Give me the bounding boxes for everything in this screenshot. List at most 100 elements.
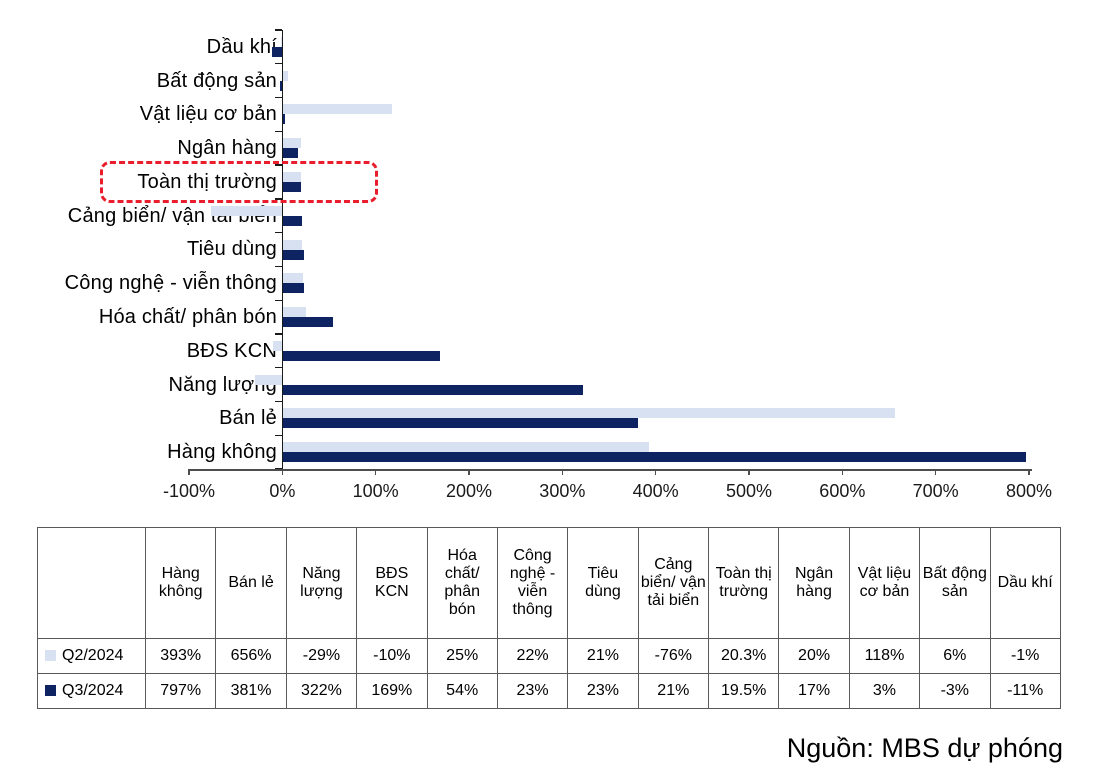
value-cell: 3% bbox=[848, 673, 921, 709]
category-label: Dầu khí bbox=[206, 35, 277, 58]
bar-q3 bbox=[272, 46, 283, 57]
value-cell: 118% bbox=[848, 638, 921, 674]
bar-q2 bbox=[282, 408, 895, 419]
category-axis-tick bbox=[275, 29, 282, 31]
category-label: Tiêu dùng bbox=[186, 238, 277, 261]
x-axis-tick bbox=[188, 469, 190, 475]
category-label: Hóa chất/ phân bón bbox=[98, 306, 277, 329]
x-tick-label: 300% bbox=[539, 481, 586, 501]
bar-q3 bbox=[282, 215, 302, 226]
value-cell: 393% bbox=[144, 638, 217, 674]
bar-q3 bbox=[282, 114, 286, 125]
value-cell: 20.3% bbox=[707, 638, 780, 674]
source-note: Nguồn: MBS dự phóng bbox=[786, 733, 1063, 763]
quarterly-growth-table: Hàng không Bán lẻ Năng lượng BĐS KCN Hóa chấ… bbox=[37, 527, 1061, 709]
bar-q2 bbox=[282, 442, 650, 453]
category-axis-tick bbox=[275, 333, 282, 335]
table-column-header: Cảng biển/ vận tải biển bbox=[637, 527, 710, 639]
legend-swatch-icon bbox=[45, 649, 56, 661]
value-cell: 23% bbox=[567, 673, 639, 709]
bar-q2 bbox=[282, 138, 301, 149]
table-column-header: Ngân hàng bbox=[778, 527, 850, 639]
category-axis-line bbox=[281, 30, 284, 469]
table-column-header: Bất động sản bbox=[919, 527, 991, 639]
x-tick-label: 0% bbox=[269, 481, 296, 501]
sector-growth-bar-chart: Dầu khí Bất động sản Vật liệu cơ bản Ngân h… bbox=[64, 29, 1053, 501]
table-corner-cell bbox=[37, 527, 146, 639]
value-cell: 54% bbox=[426, 673, 498, 709]
table-header-row: Hàng không Bán lẻ Năng lượng BĐS KCN Hóa chấ… bbox=[37, 527, 1061, 639]
table-column-header: Năng lượng bbox=[285, 527, 358, 639]
bar-q3 bbox=[282, 418, 638, 429]
x-tick-label: 600% bbox=[819, 481, 866, 501]
category-axis-tick bbox=[275, 299, 282, 301]
x-axis-tick bbox=[375, 469, 377, 475]
table-column-header: Hóa chất/ phân bón bbox=[426, 527, 498, 639]
category-axis-tick bbox=[275, 265, 282, 268]
bar-q3 bbox=[282, 350, 441, 361]
value-cell: -11% bbox=[989, 673, 1061, 709]
category-axis-tick bbox=[275, 434, 282, 436]
value-cell: 19.5% bbox=[707, 673, 780, 709]
x-axis-tick bbox=[655, 469, 657, 475]
x-tick-label: 500% bbox=[725, 481, 773, 501]
bar-q2 bbox=[282, 104, 393, 115]
category-axis-tick bbox=[275, 96, 282, 99]
category-axis-tick bbox=[275, 198, 282, 200]
bar-q3 bbox=[282, 384, 583, 395]
bar-q3 bbox=[282, 181, 301, 192]
x-tick-label: 700% bbox=[912, 481, 959, 501]
category-label: Hàng không bbox=[167, 441, 277, 464]
category-axis-tick bbox=[275, 63, 282, 65]
category-label: Bán lẻ bbox=[219, 407, 277, 430]
category-label: Công nghệ - viễn thông bbox=[64, 272, 277, 295]
sector-growth-table: Hàng không Bán lẻ Năng lượng BĐS KCN Hóa chấ… bbox=[37, 527, 1061, 709]
table-column-header: Toàn thị trường bbox=[707, 527, 780, 639]
value-cell: 17% bbox=[778, 673, 850, 709]
bar-q2 bbox=[273, 340, 283, 351]
value-cell: -76% bbox=[637, 638, 710, 674]
bar-q2 bbox=[282, 307, 306, 318]
table-column-header: Vật liệu cơ bản bbox=[848, 527, 921, 639]
table-column-header: BĐS KCN bbox=[356, 527, 428, 639]
x-axis-tick bbox=[935, 469, 937, 475]
x-tick-label: -100% bbox=[162, 481, 216, 501]
bar-q2 bbox=[282, 70, 288, 81]
x-axis-line bbox=[188, 469, 1032, 471]
table-row: Q3/2024 797% 381% 322% 169% 54% 23% 23% 21% 19.5%… bbox=[37, 673, 1061, 709]
table-row: Q2/2024 393% 656% -29% -10% 25% 22% 21% -76% 20.3… bbox=[37, 638, 1061, 674]
x-tick-label: 100% bbox=[352, 481, 399, 501]
value-cell: 797% bbox=[144, 673, 217, 709]
value-cell: -10% bbox=[356, 638, 428, 674]
table-column-header: Công nghệ - viễn thông bbox=[496, 527, 569, 639]
category-axis-tick bbox=[275, 367, 282, 369]
bar-q2 bbox=[282, 171, 302, 182]
highlight-dashed-box bbox=[100, 161, 378, 203]
category-label: Bất động sản bbox=[156, 69, 277, 92]
value-cell: 22% bbox=[496, 638, 569, 674]
x-axis-tick bbox=[561, 469, 563, 475]
plot-area bbox=[189, 29, 1029, 470]
table-column-header: Tiêu dùng bbox=[567, 527, 639, 639]
value-cell: 20% bbox=[778, 638, 850, 674]
table-column-header: Dầu khí bbox=[989, 527, 1061, 639]
bar-q3 bbox=[279, 80, 283, 91]
x-axis-tick bbox=[841, 469, 843, 475]
legend-swatch-icon bbox=[45, 684, 56, 696]
value-cell: -29% bbox=[285, 638, 358, 674]
x-axis-tick bbox=[281, 469, 283, 475]
x-axis-tick bbox=[468, 469, 470, 475]
x-tick-label: 800% bbox=[1005, 481, 1053, 501]
category-axis-tick bbox=[275, 400, 282, 403]
bar-q3 bbox=[282, 148, 299, 159]
x-axis-tick bbox=[1028, 469, 1030, 475]
category-axis-tick bbox=[275, 130, 282, 132]
value-cell: 6% bbox=[919, 638, 991, 674]
x-axis-tick bbox=[748, 469, 750, 475]
category-label: Vật liệu cơ bản bbox=[139, 103, 277, 126]
value-cell: 169% bbox=[356, 673, 428, 709]
value-cell: 322% bbox=[285, 673, 358, 709]
bar-q2 bbox=[255, 374, 283, 385]
value-cell: 381% bbox=[215, 673, 287, 709]
